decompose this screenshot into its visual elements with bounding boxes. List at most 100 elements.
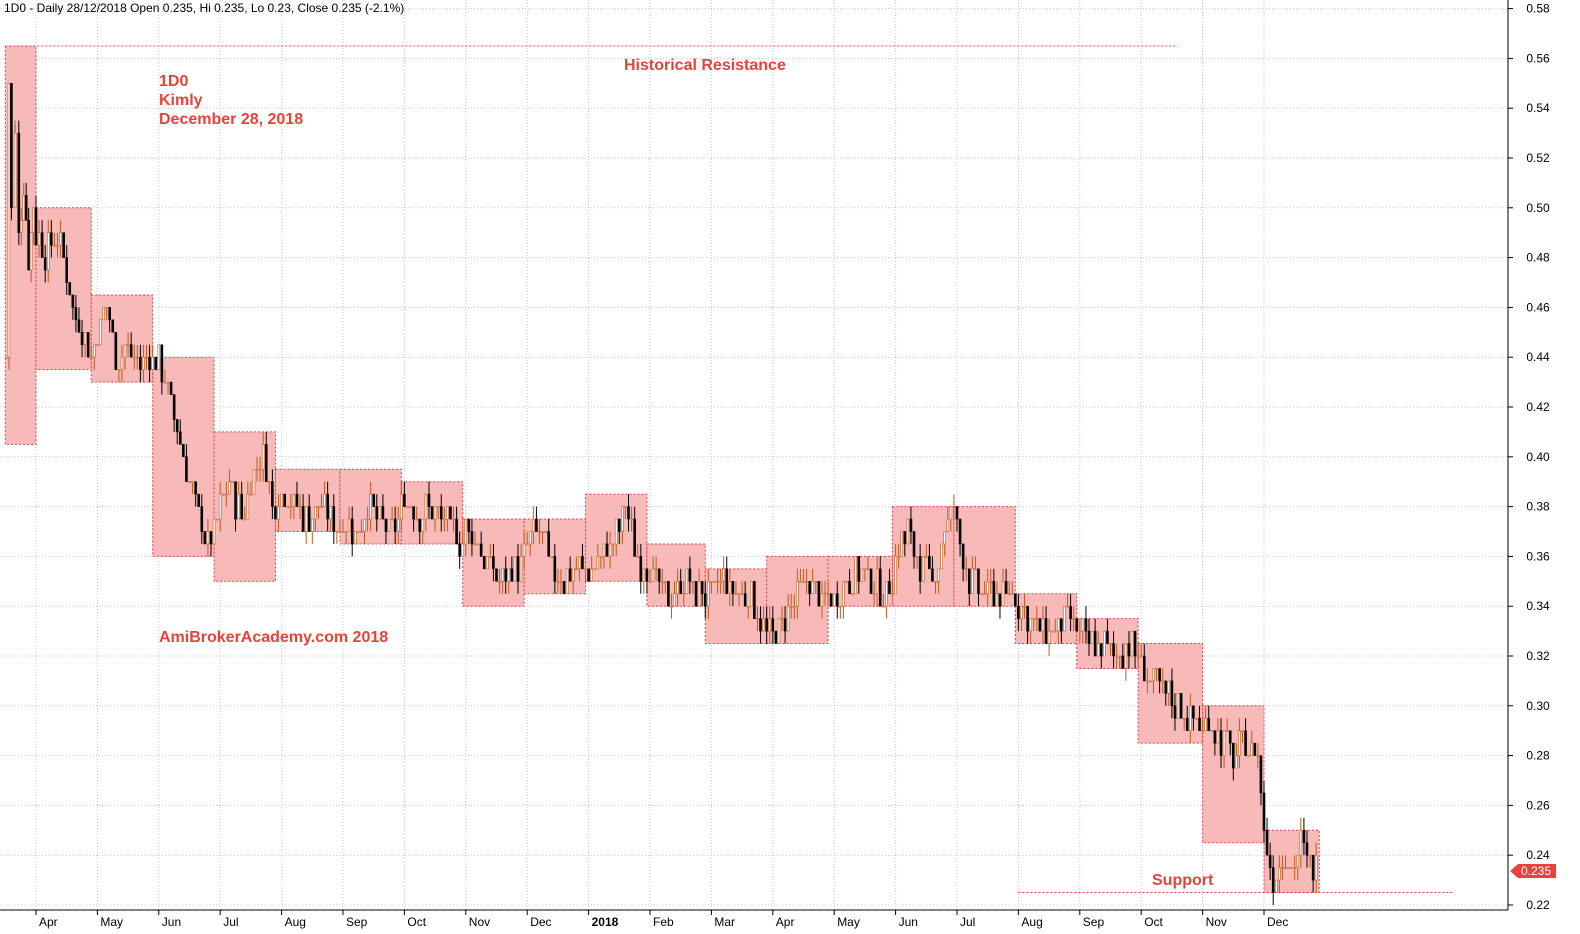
candle-body bbox=[286, 506, 290, 508]
candle-body bbox=[636, 556, 640, 558]
candle-body bbox=[931, 568, 934, 582]
candle-body bbox=[737, 593, 741, 596]
candle-body bbox=[897, 556, 900, 558]
candle-body bbox=[218, 493, 222, 520]
candle-body bbox=[93, 344, 96, 358]
candle-body bbox=[786, 605, 790, 632]
candle-body bbox=[918, 556, 922, 582]
candle-body bbox=[10, 83, 13, 209]
candle-body bbox=[1023, 605, 1026, 608]
candle-body bbox=[1185, 717, 1189, 731]
candle-body bbox=[175, 419, 179, 433]
candle-body bbox=[350, 518, 354, 545]
candle-body bbox=[1207, 717, 1211, 731]
candle-body bbox=[495, 568, 498, 582]
range-box bbox=[704, 568, 768, 645]
candle-body bbox=[1112, 643, 1115, 657]
candle-body bbox=[584, 568, 587, 571]
candle-body bbox=[1069, 605, 1072, 619]
candle-body bbox=[50, 232, 53, 246]
candle-body bbox=[34, 207, 38, 246]
candle-body bbox=[43, 257, 47, 271]
candle-body bbox=[353, 531, 357, 545]
candle-body bbox=[1007, 593, 1011, 596]
candle-body bbox=[424, 493, 428, 520]
candle-body bbox=[455, 518, 458, 545]
candle-body bbox=[780, 618, 784, 620]
candle-body bbox=[473, 543, 477, 546]
candle-body bbox=[602, 543, 606, 557]
candle-body bbox=[728, 580, 732, 595]
candle-body bbox=[86, 331, 90, 358]
candle-body bbox=[292, 493, 296, 507]
candle-body bbox=[123, 344, 127, 358]
candle-body bbox=[894, 556, 897, 595]
range-box bbox=[1137, 643, 1204, 744]
candle-body bbox=[1281, 867, 1284, 869]
candle-body bbox=[967, 568, 971, 595]
candle-body bbox=[197, 493, 201, 507]
y-tick-label: 0.34 bbox=[1526, 599, 1550, 613]
candle-body bbox=[974, 568, 977, 571]
support-label: Support bbox=[1152, 872, 1214, 889]
y-tick-label: 0.40 bbox=[1526, 450, 1550, 464]
candle-body bbox=[1228, 730, 1232, 744]
candle-body bbox=[1066, 605, 1069, 608]
candle-body bbox=[670, 605, 673, 608]
candle-body bbox=[839, 605, 842, 608]
candle-body bbox=[700, 580, 704, 595]
candle-body bbox=[172, 394, 176, 420]
candle-body bbox=[467, 518, 471, 532]
candle-body bbox=[986, 580, 990, 595]
candle-body bbox=[347, 518, 351, 532]
candle-body bbox=[384, 518, 388, 532]
candle-body bbox=[621, 506, 624, 532]
candle-body bbox=[1017, 605, 1020, 619]
x-tick-label: Aug bbox=[285, 915, 306, 929]
candle-body bbox=[743, 593, 747, 607]
candle-body bbox=[476, 543, 480, 546]
candle-body bbox=[209, 531, 213, 545]
candle-body bbox=[338, 531, 342, 533]
candle-body bbox=[568, 568, 572, 582]
candle-body bbox=[651, 568, 655, 582]
candle-body bbox=[753, 580, 756, 619]
candle-body bbox=[188, 481, 191, 484]
candle-body bbox=[139, 356, 142, 370]
y-tick-label: 0.36 bbox=[1526, 549, 1550, 563]
candle-body bbox=[1225, 730, 1229, 733]
candle-body bbox=[1124, 643, 1128, 669]
candle-body bbox=[611, 543, 615, 546]
candle-body bbox=[590, 568, 593, 582]
x-tick-label: Dec bbox=[1267, 915, 1288, 929]
candle-body bbox=[1195, 717, 1198, 720]
candle-body bbox=[1204, 717, 1207, 731]
candle-body bbox=[1287, 867, 1290, 869]
y-tick-label: 0.52 bbox=[1526, 151, 1550, 165]
candle-body bbox=[660, 580, 664, 583]
candle-body bbox=[1158, 668, 1161, 682]
candle-body bbox=[498, 580, 501, 583]
candle-body bbox=[608, 543, 612, 557]
candle-body bbox=[1152, 668, 1155, 682]
candle-body bbox=[550, 556, 554, 558]
candle-body bbox=[1146, 680, 1149, 683]
candle-body bbox=[777, 618, 781, 644]
candle-body bbox=[237, 493, 240, 520]
candle-body bbox=[40, 232, 44, 258]
candle-body bbox=[1293, 867, 1296, 869]
candle-body bbox=[1053, 630, 1057, 633]
candle-body bbox=[464, 518, 468, 545]
candle-body bbox=[1296, 854, 1300, 868]
y-tick-label: 0.50 bbox=[1526, 201, 1550, 215]
candle-body bbox=[446, 506, 449, 520]
candle-body bbox=[307, 506, 311, 532]
candle-body bbox=[998, 593, 1002, 607]
candle-body bbox=[332, 506, 336, 532]
x-tick-label: Jul bbox=[960, 915, 975, 929]
candle-body bbox=[154, 356, 158, 370]
x-tick-label: Jun bbox=[162, 915, 181, 929]
candle-body bbox=[645, 568, 649, 582]
candle-body bbox=[363, 518, 366, 532]
